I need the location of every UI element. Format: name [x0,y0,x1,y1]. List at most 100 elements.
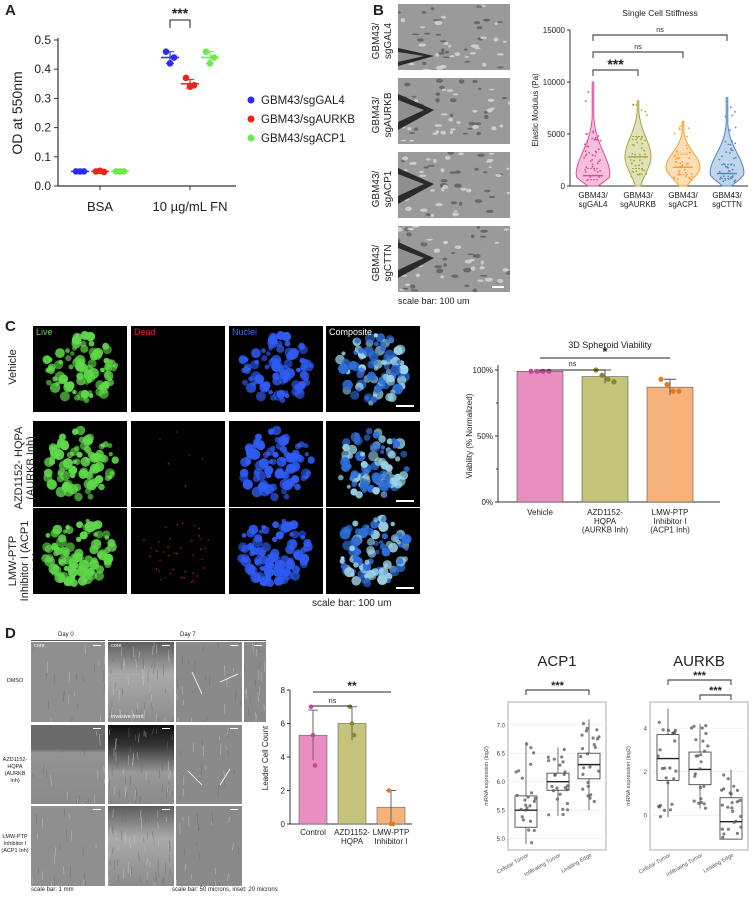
cell [426,238,433,241]
cell [474,47,481,50]
x-tick-label: Control [300,828,326,837]
streak [176,879,178,886]
cell [411,33,420,36]
blob [373,384,382,393]
data-point [310,732,316,738]
y-axis-label: mRNA expression (log2) [484,746,490,806]
x-tick-label: Leading Edge [561,853,593,875]
violin-point [724,115,727,118]
violin-point [599,159,601,162]
blob [55,486,67,498]
blob [352,520,359,527]
blob [57,534,67,543]
legend-entry: GBM43/sgGAL4 [261,95,345,107]
blob [89,559,100,570]
violin-point [597,160,600,163]
violin-point [729,129,731,132]
violin [575,81,611,187]
data-point [591,736,595,740]
streak [139,810,142,821]
blob [176,523,179,526]
panel-b-image-label: GBM43/ sgCTTN [371,244,394,282]
streak [168,772,170,779]
blob [74,492,83,502]
blob [366,527,374,536]
streak [206,715,208,722]
data-point [529,791,534,795]
panel-c-fluorescence-image [326,508,420,594]
blob [367,538,375,546]
y-tick-label: 5000 [547,130,565,139]
cell [470,266,476,271]
cell [425,158,431,161]
blob [201,558,203,561]
streak [108,719,110,722]
blob [87,493,94,500]
streak [166,740,169,752]
cell [410,289,419,292]
blob [80,344,89,353]
streak [93,793,96,804]
blob [379,568,384,573]
cell [419,171,424,173]
violin-point [636,136,639,139]
blob [83,445,91,453]
cell [454,183,462,188]
streak [198,849,200,860]
blob [159,438,161,440]
blob [254,460,266,471]
cell [479,274,488,277]
violin-point [598,176,601,178]
cell [440,275,444,279]
blob [70,447,79,456]
data-point [735,788,740,792]
streak [225,745,227,751]
cell [406,232,412,237]
violin-point [584,154,587,157]
streak [162,646,164,651]
streak [151,830,154,837]
streak [108,850,111,861]
panel-c-fluorescence-image [33,326,127,412]
blob [360,460,368,469]
cell-texture [398,226,510,292]
violin-point [733,157,735,160]
cell [456,121,461,124]
data-point [514,770,518,774]
violin-point [688,177,691,180]
blob [240,556,252,567]
blob [261,526,270,535]
cell [497,21,503,23]
blob [339,528,351,540]
data-point [722,832,726,836]
blob [241,533,247,538]
violin-point [631,143,634,146]
blob [308,362,315,369]
data-point [547,759,551,763]
y-tick-label: 10000 [543,78,566,87]
data-point [728,791,732,795]
blob [196,575,199,577]
blob [389,566,400,577]
cell [485,160,493,163]
cell [435,203,443,207]
violin-point [685,175,687,178]
violin-point [583,143,586,146]
violin-point [719,178,721,180]
blob [167,546,169,548]
blob [268,459,274,465]
blob [254,571,265,582]
violin-point [594,137,597,139]
violin-point [729,106,732,109]
streak [138,651,140,659]
data-point [520,815,524,819]
cell [442,257,448,261]
blob [184,485,187,487]
x-tick-label: BSA [87,199,113,214]
cell [503,228,510,231]
streak [41,871,44,880]
violin-point [731,140,733,143]
blob [351,481,358,487]
data-point [739,825,743,829]
afm-cantilever-inner [398,100,424,122]
